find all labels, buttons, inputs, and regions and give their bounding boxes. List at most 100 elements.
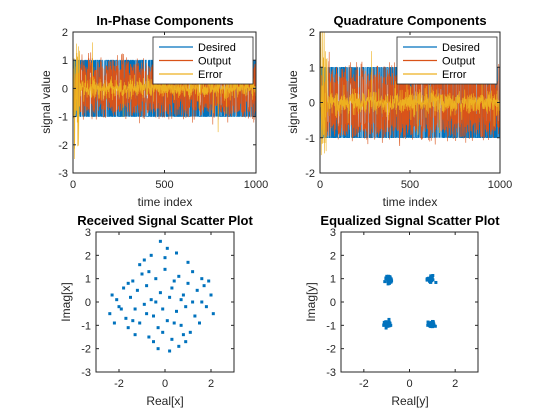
received-point — [138, 321, 142, 325]
equalized-point — [387, 322, 391, 326]
received-axes-box — [95, 231, 235, 373]
received-point — [133, 333, 137, 337]
received-point — [170, 286, 174, 290]
received-point — [145, 312, 149, 316]
equalized-point — [430, 324, 434, 328]
equalized-points — [382, 274, 438, 330]
equalized-point — [388, 276, 392, 280]
equalized-ytick-label: -3 — [326, 367, 336, 379]
panel-inphase: In-Phase Components time index signal va… — [39, 13, 234, 209]
received-point — [138, 263, 142, 267]
inphase-legend-label-desired: Desired — [198, 42, 236, 54]
received-point — [126, 281, 130, 285]
equalized-point — [427, 277, 431, 281]
quadrature-axes-box — [319, 31, 501, 174]
received-point — [172, 321, 176, 325]
received-point — [177, 274, 181, 278]
equalized-point — [388, 279, 392, 283]
received-point — [207, 279, 211, 283]
equalized-ylabel: Imag[y] — [304, 282, 318, 321]
received-point — [175, 309, 178, 313]
quadrature-xtick-label: 0 — [317, 179, 323, 191]
received-point — [209, 293, 213, 297]
received-point — [198, 321, 201, 325]
received-point — [202, 284, 206, 288]
received-point — [184, 340, 188, 344]
received-point — [188, 330, 192, 334]
inphase-ytick-label: 0 — [62, 83, 68, 95]
received-point — [110, 293, 114, 297]
received-point — [211, 312, 215, 316]
received-point — [200, 300, 204, 304]
received-point — [168, 295, 172, 299]
received-point — [158, 291, 162, 295]
received-xlabel: Real[x] — [146, 394, 183, 408]
received-title: Received Signal Scatter Plot — [77, 213, 253, 228]
received-xtick-label: 0 — [162, 378, 168, 390]
equalized-point — [386, 276, 390, 280]
equalized-point — [427, 322, 431, 326]
received-point — [124, 316, 128, 320]
quadrature-xtick-label: 1000 — [488, 179, 512, 191]
inphase-xlabel: time index — [138, 195, 193, 209]
inphase-data — [73, 42, 256, 160]
inphase-ytick-label: -1 — [58, 112, 68, 124]
received-point — [131, 279, 135, 283]
received-point — [129, 295, 132, 299]
received-point — [152, 314, 155, 318]
received-point — [168, 349, 172, 353]
quadrature-xlabel: time index — [383, 195, 438, 209]
received-point — [165, 319, 169, 323]
equalized-point — [387, 317, 391, 321]
equalized-xtick-label: 2 — [452, 378, 458, 390]
inphase-title: In-Phase Components — [96, 13, 233, 28]
received-point — [156, 326, 160, 330]
quadrature-xtick-label: 500 — [401, 179, 419, 191]
equalized-point — [434, 280, 438, 284]
inphase-series-error — [73, 42, 256, 160]
received-ytick-label: 1 — [85, 274, 91, 286]
received-point — [204, 305, 208, 309]
received-point — [161, 330, 165, 334]
equalized-plot-area — [341, 232, 478, 372]
quadrature-ytick-label: 0 — [309, 98, 315, 110]
equalized-point — [429, 274, 433, 278]
received-plot-area — [96, 232, 234, 372]
equalized-point — [426, 323, 430, 327]
received-points — [108, 239, 215, 353]
received-point — [149, 253, 153, 257]
received-point — [186, 281, 190, 285]
received-point — [170, 337, 174, 341]
equalized-point — [431, 274, 435, 278]
received-ytick-label: -1 — [81, 320, 91, 332]
inphase-xtick-label: 0 — [70, 179, 76, 191]
received-ytick-label: 2 — [85, 250, 91, 262]
equalized-point — [384, 320, 388, 324]
received-point — [133, 307, 137, 311]
equalized-point — [429, 277, 433, 281]
inphase-ytick-label: 2 — [62, 27, 68, 39]
received-xtick-label: -2 — [114, 378, 124, 390]
received-ytick-label: -2 — [81, 344, 91, 356]
received-point — [117, 305, 121, 309]
received-point — [142, 258, 146, 262]
received-plot: -2 0 2 -3 -2 -1 0 1 2 3 — [81, 227, 235, 390]
equalized-point — [433, 324, 437, 328]
quadrature-ytick-label: -1 — [305, 133, 315, 145]
received-point — [140, 272, 144, 276]
inphase-legend-label-error: Error — [198, 69, 223, 81]
received-point — [165, 246, 169, 250]
equalized-point — [383, 280, 387, 284]
quadrature-axes: 0 500 1000 -2 -1 0 1 2 — [305, 27, 512, 191]
quadrature-ytick-label: -2 — [305, 168, 315, 180]
inphase-series-output — [73, 52, 256, 125]
inphase-axes-box — [72, 31, 257, 174]
received-point — [181, 333, 185, 337]
received-point — [135, 288, 139, 292]
received-point — [195, 288, 199, 292]
equalized-point — [386, 279, 390, 283]
inphase-xtick-label: 500 — [155, 179, 173, 191]
